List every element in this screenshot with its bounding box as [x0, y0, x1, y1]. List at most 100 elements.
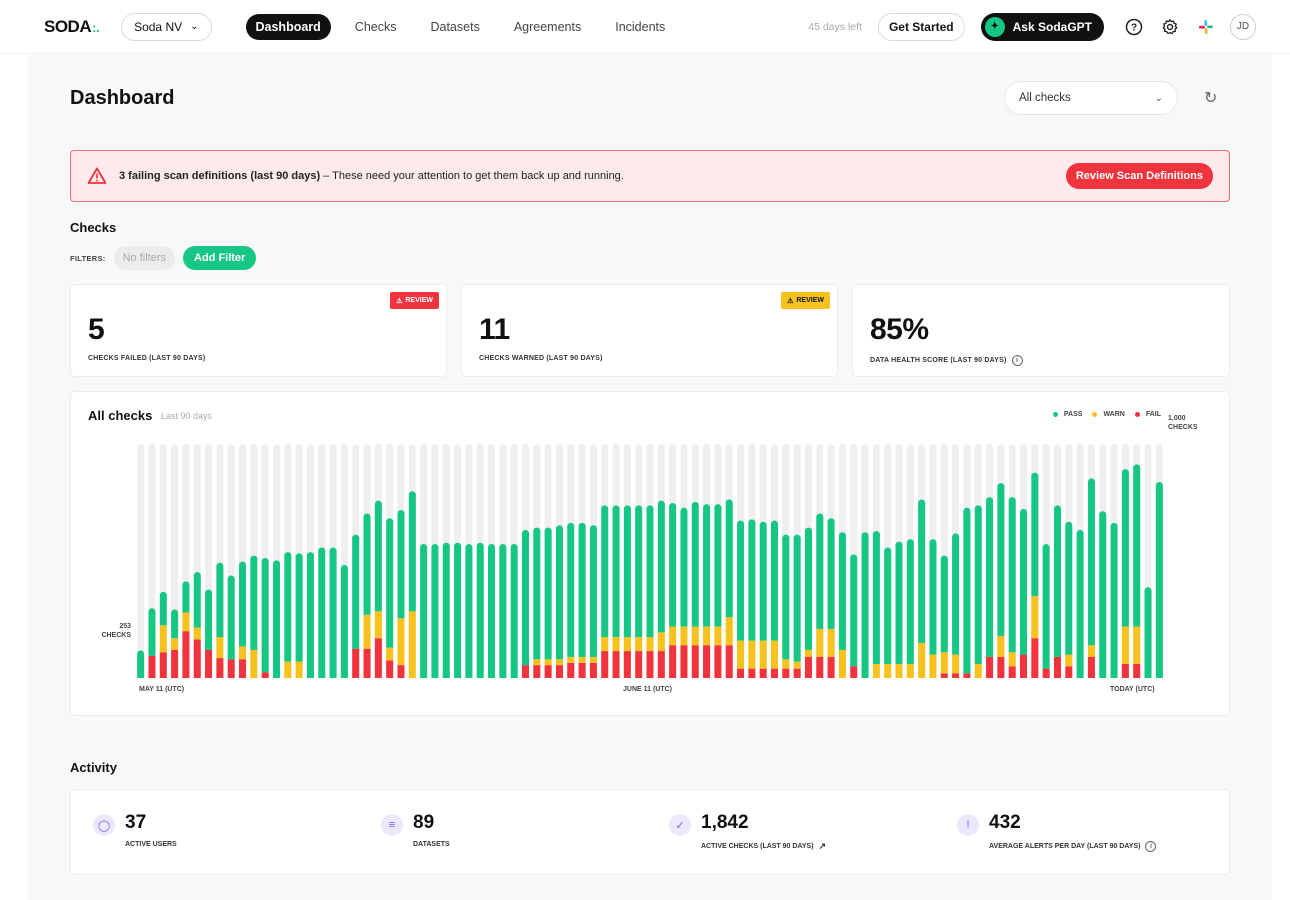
refresh-icon[interactable]: ↻ [1204, 90, 1218, 107]
bar-fail [148, 655, 156, 678]
bar-cap [1133, 464, 1141, 472]
bar-warn [804, 649, 812, 657]
data-health-card: 85% DATA HEALTH SCORE (LAST 90 DAYS) i [852, 284, 1230, 377]
ask-sodagpt-button[interactable]: ✦ Ask SodaGPT [980, 12, 1104, 41]
active-checks-value: 1,842 [701, 812, 749, 833]
nav-checks[interactable]: Checks [354, 19, 397, 34]
settings-icon[interactable] [1158, 15, 1182, 39]
bar-cap [578, 522, 586, 530]
bar-pass [578, 525, 586, 657]
bar-pass [635, 508, 643, 638]
bar-fail [1053, 656, 1061, 678]
bar-fail [1065, 666, 1073, 678]
bar-fail [182, 631, 190, 678]
bar-warn [918, 642, 926, 678]
add-filter-button[interactable]: Add Filter [183, 246, 257, 270]
review-scan-definitions-button[interactable]: Review Scan Definitions [1065, 163, 1213, 189]
bar-fail [397, 665, 405, 678]
bar-cap [589, 525, 597, 533]
bar-warn [906, 663, 914, 678]
bar-pass [363, 516, 371, 615]
ask-sodagpt-label: Ask SodaGPT [1012, 19, 1092, 34]
main-content: Dashboard All checks ⌄ ↻ 3 failing scan … [28, 55, 1272, 900]
bar-cap [770, 520, 779, 528]
bar-pass [510, 546, 518, 678]
review-badge-failed[interactable]: ⚠ REVIEW [390, 292, 439, 309]
x-label-end: TODAY (UTC) [1110, 686, 1155, 693]
bar-pass [589, 528, 597, 657]
get-started-button[interactable]: Get Started [877, 12, 965, 41]
bar-warn [544, 659, 552, 666]
nav-dashboard[interactable]: Dashboard [245, 13, 331, 40]
bar-fail [1087, 656, 1095, 678]
warning-triangle-icon [87, 167, 107, 184]
bar-warn [239, 646, 247, 660]
bar-pass [895, 544, 903, 664]
legend-pass: PASS [1052, 411, 1082, 418]
soda-logo[interactable]: SODA:. [44, 16, 100, 36]
bar-pass [1133, 467, 1141, 627]
nav-incidents[interactable]: Incidents [615, 19, 666, 34]
bar-fail [216, 658, 224, 678]
nav-datasets[interactable]: Datasets [430, 19, 480, 34]
chart-subtitle: Last 90 days [161, 411, 213, 421]
bar-pass [850, 557, 858, 667]
help-icon[interactable]: ? [1122, 15, 1146, 39]
bar-warn [884, 663, 892, 678]
bar-pass [284, 555, 292, 662]
bar-cap [635, 505, 643, 513]
bar-cap [499, 543, 507, 551]
bar-cap [521, 529, 530, 537]
bar-fail [714, 645, 722, 678]
slack-icon[interactable] [1194, 15, 1218, 39]
bar-pass [986, 500, 994, 657]
nav-agreements[interactable]: Agreements [513, 19, 582, 34]
checks-filter-select[interactable]: All checks ⌄ [1004, 81, 1178, 115]
bar-cap [816, 513, 824, 521]
bar-fail [782, 668, 790, 678]
bar-cap [1031, 472, 1039, 480]
bar-warn [589, 656, 597, 663]
bar-cap [714, 504, 722, 512]
bar-cap [476, 542, 484, 550]
bar-fail [1008, 666, 1016, 678]
org-selector[interactable]: Soda NV ⌄ [121, 12, 212, 41]
bar-pass [567, 525, 575, 657]
bar-fail [171, 649, 179, 678]
bar-cap [431, 543, 439, 551]
bar-warn [1008, 652, 1016, 667]
bar-cap [488, 543, 496, 551]
bar-warn [295, 661, 303, 678]
bar-cap [1042, 543, 1050, 551]
info-icon[interactable]: i [1011, 355, 1023, 366]
review-badge-warned[interactable]: ⚠ REVIEW [781, 292, 830, 309]
x-label-start: MAY 11 (UTC) [139, 686, 185, 693]
bar-fail [963, 673, 971, 678]
external-link-icon[interactable]: ↗ [818, 841, 827, 851]
checks-warned-value: 11 [479, 313, 510, 346]
bar-fail [1133, 663, 1141, 678]
bar-cap [1155, 481, 1163, 489]
bar-cap [804, 527, 812, 535]
checks-failed-card[interactable]: ⚠ REVIEW 5 CHECKS FAILED (LAST 90 DAYS) [70, 284, 447, 377]
bar-warn [635, 637, 643, 652]
bar-cap [159, 591, 167, 599]
main-nav: Dashboard Checks Datasets Agreements Inc… [245, 13, 682, 40]
bar-fail [578, 662, 586, 678]
bar-warn [159, 625, 167, 653]
checks-warned-card[interactable]: ⚠ REVIEW 11 CHECKS WARNED (LAST 90 DAYS) [461, 284, 838, 377]
bar-pass [295, 556, 303, 662]
bar-cap [250, 555, 258, 563]
bar-warn [748, 640, 756, 669]
x-label-mid: JUNE 11 (UTC) [623, 686, 673, 693]
user-avatar[interactable]: JD [1230, 13, 1256, 40]
bar-warn [793, 661, 801, 669]
activity-card: ◯ 37 ACTIVE USERS ≡ 89 DATASETS ✓ 1,842 … [70, 789, 1230, 875]
bar-pass [1087, 481, 1095, 646]
bar-pass [555, 528, 563, 660]
info-icon[interactable]: i [1145, 841, 1157, 852]
bar-pass [1042, 546, 1050, 669]
bar-background [137, 444, 145, 678]
bar-cap [906, 539, 914, 547]
bar-fail [770, 668, 779, 678]
